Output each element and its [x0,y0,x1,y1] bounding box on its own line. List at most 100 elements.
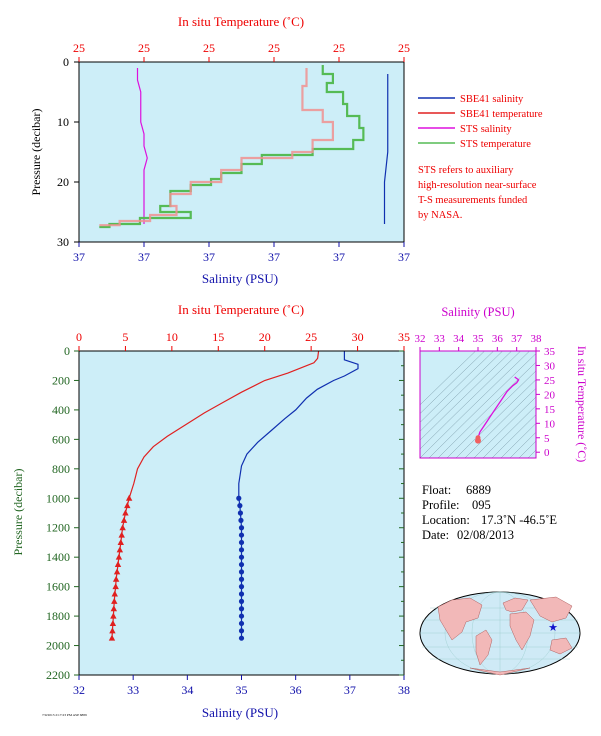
temperature-point-marker [114,561,122,568]
lower-top-tick-label: 20 [259,330,271,344]
upper-line-sbe41-salinity [383,74,389,224]
upper-legend: SBE41 salinity SBE41 temperature STS sal… [418,94,543,150]
float-location-marker-icon: ★ [548,622,558,634]
ts-series-group [475,376,520,444]
ts-top-tick-label: 32 [415,333,426,345]
upper-bottom-tick-label: 37 [268,250,280,264]
ts-right-ticks: 0 5 10 15 20 25 30 35 [536,346,556,459]
upper-line-sbe41-temperature [99,68,335,227]
ts-right-tick-label: 35 [544,346,556,358]
ts-top-tick-label: 33 [434,333,446,345]
ts-right-tick-label: 5 [544,433,550,445]
temperature-point-marker [112,583,119,590]
salinity-point-marker [238,561,245,568]
upper-left-ticks: 0 10 20 30 [57,55,79,249]
temperature-point-marker [111,597,118,604]
temperature-point-marker [120,516,128,523]
density-contour [518,440,536,458]
density-contour [446,370,536,458]
lower-top-tick-label: 30 [352,330,364,344]
salinity-point-marker [238,584,245,590]
upper-left-tick-label: 0 [63,55,69,69]
temperature-point-marker [116,546,124,553]
upper-top-tick-label: 25 [203,41,215,55]
temperature-point-marker [118,531,125,538]
sts-note-line-4: by NASA. [418,210,462,221]
lower-top-tick-label: 35 [398,330,410,344]
density-contour [420,351,494,423]
ts-right-tick-label: 20 [544,389,556,401]
density-contour [420,351,485,414]
lower-left-tick-label: 1800 [46,609,70,623]
ts-deep-cluster-marker [475,435,481,441]
info-float-label: Float: [422,483,451,497]
upper-plot-area [78,61,405,243]
upper-bottom-ticks: 37 37 37 37 37 37 [73,242,410,264]
upper-bottom-tick-label: 37 [333,250,345,264]
temperature-point-marker [115,553,123,560]
lower-bottom-tick-label: 33 [127,683,139,697]
lower-bottom-tick-label: 34 [181,683,193,697]
ts-top-ticks: 32 33 34 35 36 37 38 [415,333,542,351]
lower-top-axis-title: In situ Temperature (˚C) [178,302,304,317]
salinity-point-marker [238,554,245,560]
info-profile-label: Profile: [422,498,460,512]
temperature-point-marker [122,509,129,516]
upper-top-tick-label: 25 [73,41,85,55]
density-contour [509,431,536,458]
lower-left-tick-label: 1600 [46,580,70,594]
upper-top-tick-label: 25 [333,41,345,55]
upper-bottom-tick-label: 37 [203,250,215,264]
salinity-point-marker [238,532,245,538]
lower-bottom-tick-label: 36 [290,683,302,697]
ts-top-tick-label: 35 [473,333,485,345]
upper-bottom-tick-label: 37 [398,250,410,264]
lower-line-sbe41-salinity [238,351,359,499]
upper-left-tick-label: 10 [57,115,69,129]
ts-top-tick-label: 37 [511,333,523,345]
density-contour [420,351,530,458]
info-profile-value: 095 [472,498,491,512]
lower-bottom-tick-label: 37 [344,683,356,697]
lower-top-ticks: 0 5 10 15 20 25 30 35 [76,330,410,351]
temperature-point-marker [125,494,133,501]
ts-right-axis-title: In situ Temperature (˚C) [575,346,589,463]
ts-right-tick-label: 30 [544,360,556,372]
info-date-label: Date: [422,528,449,542]
upper-top-tick-label: 25 [268,41,280,55]
density-contour [482,405,536,458]
lower-bottom-tick-label: 38 [398,683,410,697]
lower-left-tick-label: 400 [52,403,70,417]
upper-left-tick-label: 30 [57,235,69,249]
density-contour [437,361,536,458]
temperature-point-marker [109,619,117,626]
salinity-point-marker [236,495,242,501]
info-location-label: Location: [422,513,470,527]
salinity-point-marker [238,539,245,546]
upper-top-tick-label: 25 [398,41,410,55]
salinity-point-marker [238,613,245,619]
world-map: ★ [419,591,581,676]
upper-left-axis-title: Pressure (decibar) [29,109,43,196]
salinity-point-marker [238,517,244,523]
ts-top-tick-label: 34 [453,333,465,345]
upper-panel: In situ Temperature (˚C) 25 25 25 25 25 25 37… [29,14,543,286]
salinity-point-marker [238,547,245,553]
lower-left-ticks: 0 200 400 600 800 1000 1200 1400 1600 1800 2000 220… [46,344,404,682]
footer-stamp: 7/9/2013 2:17:23 PM ASP 6889 [42,713,87,717]
density-contour [420,351,476,406]
lower-bottom-tick-label: 32 [73,683,85,697]
lower-top-tick-label: 0 [76,330,82,344]
salinity-point-marker [237,510,244,516]
temperature-point-marker [113,568,121,575]
lower-line-sbe41-temperature [128,350,320,499]
lower-series-group [108,350,359,641]
lower-bottom-tick-label: 35 [236,683,248,697]
salinity-point-marker [237,503,243,509]
lower-bottom-axis-title: Salinity (PSU) [202,705,278,720]
temperature-point-marker [112,575,120,582]
upper-series-group [99,65,389,229]
temperature-point-marker [111,590,118,597]
density-contour [420,351,521,450]
